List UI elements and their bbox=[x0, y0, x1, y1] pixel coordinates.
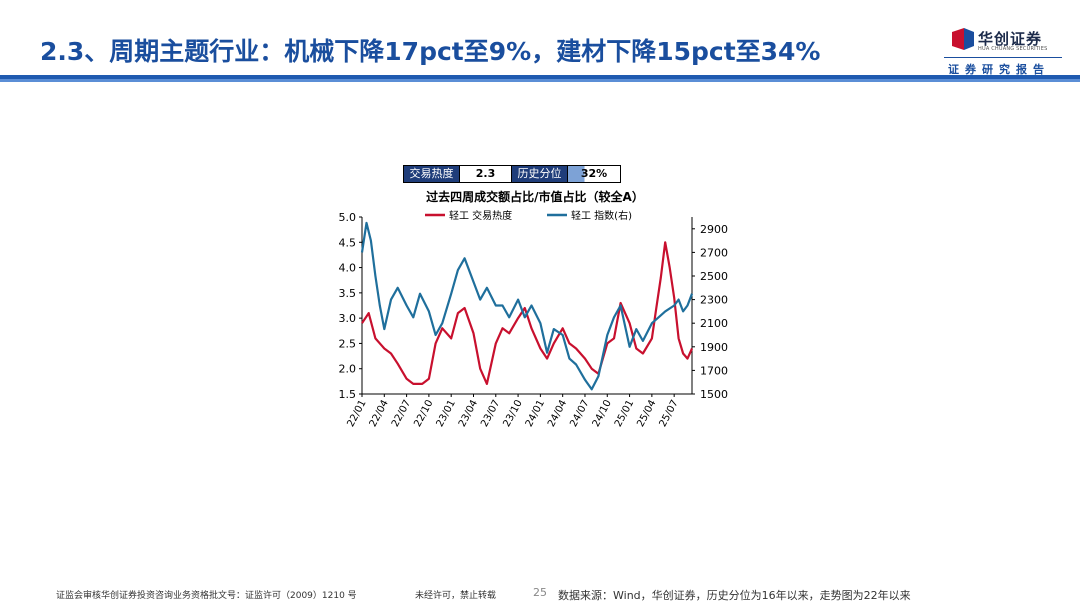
company-logo: 华创证券 HUA CHUANG SECURITIES bbox=[952, 28, 1052, 56]
chart-legend: 轻工 交易热度 轻工 指数(右) bbox=[425, 209, 632, 222]
y-right-tick-label: 1500 bbox=[700, 388, 728, 401]
y-left-tick-label: 2.5 bbox=[339, 337, 357, 350]
legend-label-index: 轻工 指数(右) bbox=[571, 209, 632, 222]
x-tick-label: 23/01 bbox=[435, 398, 458, 429]
data-source: 数据来源：Wind，华创证券，历史分位为16年以来，走势图为22年以来 bbox=[558, 589, 911, 602]
x-tick-label: 22/10 bbox=[412, 398, 435, 429]
chart-title: 过去四周成交额占比/市值占比（较全A） bbox=[426, 189, 644, 204]
x-tick-label: 24/01 bbox=[524, 398, 547, 429]
report-type-label: 证券研究报告 bbox=[948, 63, 1050, 76]
header-divider bbox=[944, 57, 1062, 58]
y-left-tick-label: 5.0 bbox=[339, 211, 357, 224]
x-tick-label: 23/04 bbox=[457, 398, 480, 429]
logo-name: 华创证券 bbox=[978, 30, 1043, 48]
plot-area: 1.5 2.0 2.5 3.0 3.5 4.0 4.5 5.0 1500 1700 1900 2100… bbox=[339, 211, 729, 429]
percentile-label: 历史分位 bbox=[512, 166, 568, 182]
y-right-tick-label: 2100 bbox=[700, 317, 728, 330]
y-left-tick-label: 1.5 bbox=[339, 388, 357, 401]
percentile-value: 32% bbox=[568, 166, 620, 182]
y-left-tick-label: 4.0 bbox=[339, 262, 357, 275]
x-tick-label: 23/10 bbox=[501, 398, 524, 429]
heat-summary-table: 交易热度 2.3 历史分位 32% bbox=[403, 165, 621, 183]
legend-label-heat: 轻工 交易热度 bbox=[449, 209, 512, 222]
footer-license: 证监会审核华创证券投资咨询业务资格批文号：证监许可（2009）1210 号 bbox=[56, 591, 357, 601]
x-tick-label: 23/07 bbox=[479, 398, 502, 429]
y-right-tick-label: 2300 bbox=[700, 294, 728, 307]
x-tick-label: 22/01 bbox=[345, 398, 368, 429]
series-line-index bbox=[360, 221, 694, 391]
x-tick-label: 25/07 bbox=[658, 398, 681, 429]
logo-english-name: HUA CHUANG SECURITIES bbox=[978, 46, 1048, 52]
header-bar bbox=[0, 75, 1080, 79]
footer-notice: 未经许可，禁止转载 bbox=[415, 591, 497, 601]
y-left-tick-label: 3.5 bbox=[339, 287, 357, 300]
header-bar-light bbox=[0, 79, 1080, 82]
y-right-tick-label: 2500 bbox=[700, 270, 728, 283]
x-tick-label: 25/04 bbox=[635, 398, 658, 429]
y-right-tick-label: 2700 bbox=[700, 246, 728, 259]
heat-index-chart: 过去四周成交额占比/市值占比（较全A） 轻工 交易热度 轻工 指数(右) 1.5… bbox=[339, 189, 729, 429]
x-tick-label: 24/04 bbox=[546, 398, 569, 429]
logo-mark-icon bbox=[952, 28, 974, 50]
y-left-tick-label: 4.5 bbox=[339, 236, 357, 249]
page-title: 2.3、周期主题行业：机械下降17pct至9%，建材下降15pct至34% bbox=[40, 37, 821, 66]
x-tick-label: 24/10 bbox=[591, 398, 614, 429]
series-line-heat bbox=[361, 241, 694, 385]
y-left-tick-label: 3.0 bbox=[339, 312, 357, 325]
heat-label: 交易热度 bbox=[404, 166, 460, 182]
y-right-tick-label: 1700 bbox=[700, 364, 728, 377]
y-right-tick-label: 1900 bbox=[700, 341, 728, 354]
x-tick-label: 24/07 bbox=[568, 398, 591, 429]
y-left-tick-label: 2.0 bbox=[339, 363, 357, 376]
page-number: 25 bbox=[533, 586, 547, 599]
heat-value: 2.3 bbox=[460, 166, 512, 182]
x-tick-label: 25/01 bbox=[613, 398, 636, 429]
y-right-tick-label: 2900 bbox=[700, 223, 728, 236]
x-tick-label: 22/04 bbox=[368, 398, 391, 429]
x-tick-label: 22/07 bbox=[390, 398, 413, 429]
